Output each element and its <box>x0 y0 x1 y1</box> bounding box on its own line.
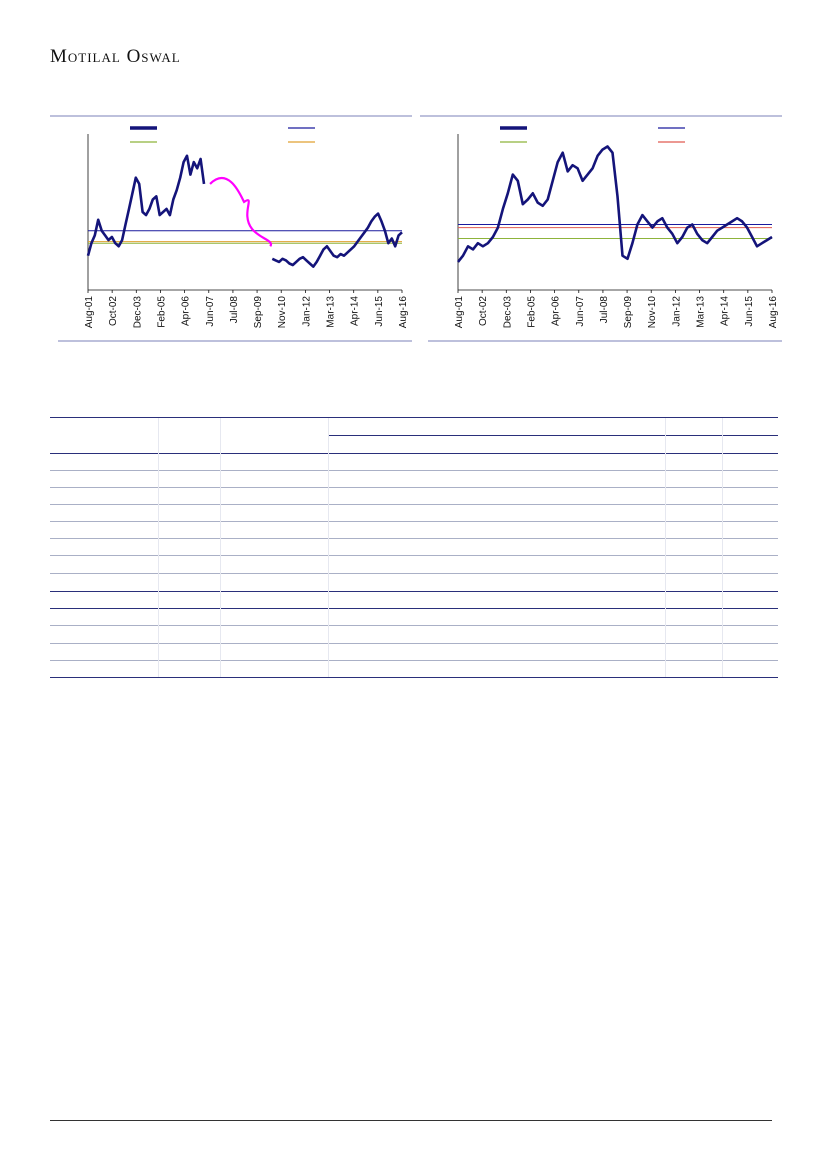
x-tick-label: Oct-02 <box>108 296 119 326</box>
break-annotation <box>209 176 273 247</box>
table-row-rule <box>50 487 778 488</box>
x-tick-label: Apr-14 <box>720 296 731 326</box>
chart-right-svg: Aug-01 Oct-02 Dec-03 Feb-05 Apr-06 Jun-07 Jul-… <box>420 115 782 342</box>
x-tick-label: Mar-13 <box>696 296 707 328</box>
table-row-rule <box>50 521 778 522</box>
x-tick-label: Apr-06 <box>181 296 192 326</box>
table-section-rule <box>50 608 778 610</box>
x-tick-label: Aug-01 <box>84 296 95 329</box>
table-row-rule <box>50 625 778 626</box>
series-line <box>271 212 403 268</box>
x-tick-label: Dec-03 <box>132 296 143 329</box>
table-section-rule <box>50 591 778 593</box>
x-tick-label: Apr-14 <box>350 296 361 326</box>
table-row-rule <box>50 660 778 661</box>
x-tick-label: Dec-03 <box>502 296 513 329</box>
table-row-rule <box>50 555 778 556</box>
x-tick-label: Jul-08 <box>599 296 610 324</box>
x-tick-label: Jun-15 <box>744 296 755 327</box>
table-col-separator <box>665 418 666 677</box>
table-col-separator <box>158 418 159 677</box>
table-bottom-rule <box>50 677 778 679</box>
table-row-rule <box>50 470 778 471</box>
x-tick-label: Apr-06 <box>551 296 562 326</box>
table-col-separator <box>722 418 723 677</box>
x-tick-label: Feb-05 <box>526 296 537 328</box>
x-tick-label: Sep-09 <box>623 296 634 329</box>
x-tick-label: Jun-07 <box>205 296 216 327</box>
x-tick-label: Aug-01 <box>454 296 465 329</box>
x-tick-label: Nov-10 <box>647 296 658 329</box>
x-tick-label: Jul-08 <box>229 296 240 324</box>
x-tick-label: Oct-02 <box>478 296 489 326</box>
x-tick-label: Nov-10 <box>277 296 288 329</box>
table-subheader-rule <box>328 435 778 436</box>
table-row-rule <box>50 538 778 539</box>
series-line <box>86 154 206 257</box>
table-row-rule <box>50 643 778 644</box>
chart-right: Aug-01 Oct-02 Dec-03 Feb-05 Apr-06 Jun-07 Jul-… <box>420 112 782 347</box>
chart-left-svg: Aug-01 Oct-02 Dec-03 Feb-05 Apr-06 Jun-07 Jul-… <box>50 115 412 342</box>
x-tick-label: Aug-16 <box>398 296 409 329</box>
footer-rule <box>50 1120 772 1121</box>
table-row-rule <box>50 504 778 505</box>
table-col-separator <box>328 418 329 677</box>
table-top-rule <box>50 417 778 419</box>
brand-logo: Motilal Oswal <box>50 46 181 67</box>
x-tick-label: Sep-09 <box>253 296 264 329</box>
table-header-rule <box>50 453 778 455</box>
x-tick-label: Jan-12 <box>671 296 682 327</box>
x-tick-label: Jun-15 <box>374 296 385 327</box>
table-col-separator <box>220 418 221 677</box>
x-tick-label: Jun-07 <box>575 296 586 327</box>
table-row-rule <box>50 573 778 574</box>
valuation-table <box>50 415 778 680</box>
chart-left: Aug-01 Oct-02 Dec-03 Feb-05 Apr-06 Jun-07 Jul-… <box>50 112 412 347</box>
x-tick-label: Aug-16 <box>768 296 779 329</box>
x-tick-label: Mar-13 <box>326 296 337 328</box>
x-tick-label: Jan-12 <box>301 296 312 327</box>
x-tick-label: Feb-05 <box>156 296 167 328</box>
series-line <box>456 145 773 263</box>
